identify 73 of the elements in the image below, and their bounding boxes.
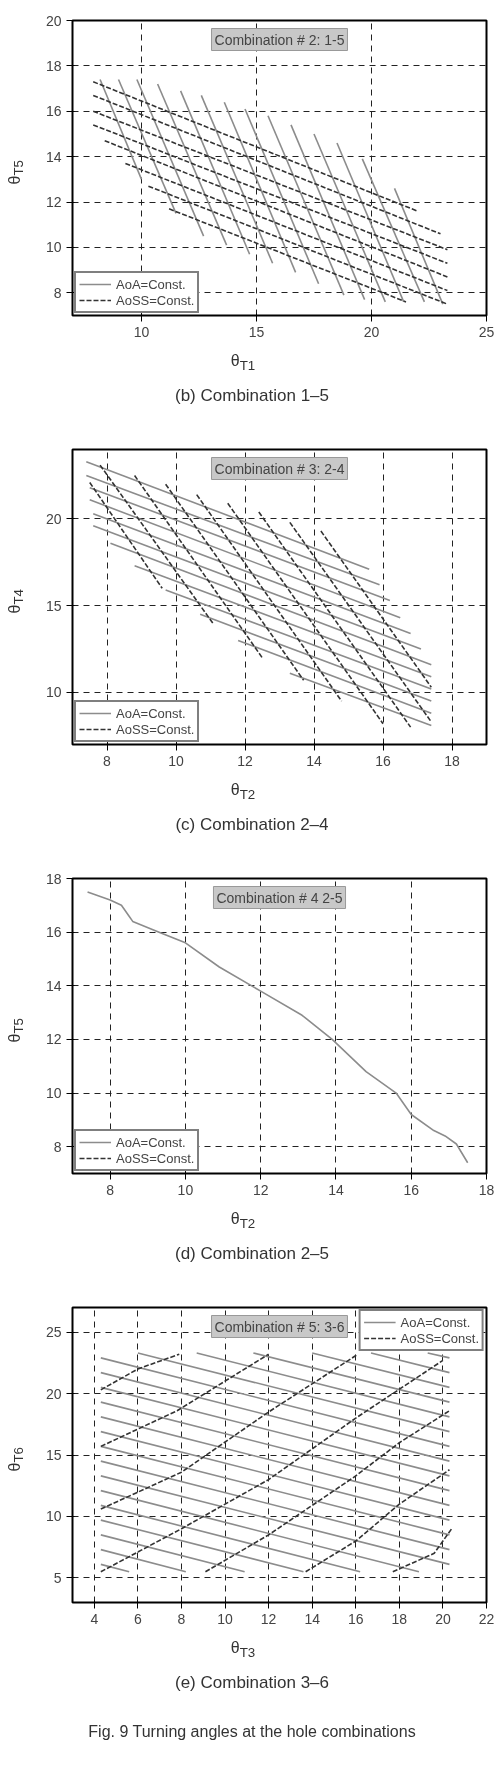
y-tick-label: 20	[45, 12, 62, 29]
x-axis-title: θ$_{T1}$	[229, 351, 257, 376]
x-tick-label: 4	[90, 1610, 99, 1627]
x-tick-label: 10	[168, 752, 184, 769]
legend-label: AoA=Const.	[116, 1134, 186, 1150]
x-tick-label: 10	[217, 1610, 234, 1627]
x-tick-label: 12	[260, 1610, 277, 1627]
x-tick-label: 16	[347, 1610, 364, 1627]
legend-label: AoA=Const.	[400, 1314, 471, 1330]
y-tick-label: 25	[45, 1324, 62, 1341]
x-axis-title: θ$_{T3}$	[229, 1638, 257, 1663]
y-tick-label: 18	[45, 57, 62, 74]
line-series	[304, 1468, 451, 1573]
x-tick-label: 12	[237, 752, 253, 769]
x-tick-label: 16	[375, 752, 391, 769]
x-tick-label: 16	[403, 1181, 420, 1198]
text: (b) Combination 1–5	[174, 385, 330, 407]
y-tick-label: 18	[45, 870, 62, 887]
x-tick-label: 20	[435, 1610, 451, 1627]
text: (d) Combination 2–5	[174, 1243, 330, 1265]
x-tick-label: 20	[363, 323, 380, 340]
y-tick-label: 10	[45, 1508, 62, 1525]
line-series	[100, 1359, 444, 1573]
x-tick-label: 12	[252, 1181, 269, 1198]
legend-label: AoSS=Const.	[116, 1150, 195, 1166]
line-series	[86, 891, 469, 1164]
y-tick-label: 12	[45, 194, 62, 211]
y-tick-label: 14	[45, 148, 62, 165]
x-tick-label: 8	[106, 1181, 115, 1198]
x-tick-label: 10	[177, 1181, 194, 1198]
x-axis-title: θ$_{T2}$	[229, 780, 257, 805]
y-tick-label: 10	[45, 684, 62, 701]
y-tick-label: 10	[45, 239, 62, 256]
x-tick-label: 14	[328, 1181, 344, 1198]
annotation: Combination # 3: 2-4	[214, 460, 345, 477]
legend-label: AoA=Const.	[116, 276, 186, 292]
x-tick-label: 22	[478, 1610, 494, 1627]
x-tick-label: 18	[391, 1610, 408, 1627]
line-series	[204, 1409, 451, 1573]
x-tick-label: 18	[444, 752, 460, 769]
x-tick-label: 8	[103, 752, 112, 769]
annotation: Combination # 2: 1-5	[214, 31, 345, 48]
y-tick-label: 16	[45, 103, 62, 120]
text: (c) Combination 2–4	[174, 814, 330, 836]
line-series	[100, 1353, 359, 1510]
y-tick-label: 15	[45, 1447, 62, 1463]
y-tick-label: 8	[53, 284, 62, 301]
y-tick-label: 10	[45, 1085, 62, 1102]
y-tick-label: 14	[45, 977, 62, 994]
x-tick-label: 10	[133, 323, 150, 340]
annotation: Combination # 5: 3-6	[214, 1318, 345, 1335]
y-tick-label: 16	[45, 924, 62, 941]
x-tick-label: 18	[478, 1181, 494, 1198]
x-tick-label: 6	[133, 1610, 142, 1627]
legend-label: AoSS=Const.	[116, 721, 195, 737]
y-tick-label: 15	[45, 597, 62, 614]
x-tick-label: 25	[478, 323, 494, 340]
annotation: Combination # 4 2-5	[216, 889, 343, 906]
y-tick-label: 20	[45, 510, 62, 527]
legend-label: AoSS=Const.	[116, 292, 195, 308]
y-tick-label: 5	[53, 1569, 62, 1586]
y-tick-label: 8	[53, 1138, 62, 1155]
x-tick-label: 15	[248, 323, 265, 340]
y-tick-label: 12	[45, 1031, 62, 1048]
x-tick-label: 14	[306, 752, 322, 769]
y-tick-label: 20	[45, 1385, 62, 1402]
legend-label: AoA=Const.	[116, 705, 186, 721]
x-tick-label: 8	[177, 1610, 186, 1627]
x-tick-label: 14	[304, 1610, 321, 1627]
legend-label: AoSS=Const.	[400, 1330, 479, 1346]
caption: Fig. 9 Turning angles at the hole combinations	[87, 1722, 417, 1742]
text: (e) Combination 3–6	[174, 1672, 330, 1694]
x-axis-title: θ$_{T2}$	[229, 1209, 257, 1234]
